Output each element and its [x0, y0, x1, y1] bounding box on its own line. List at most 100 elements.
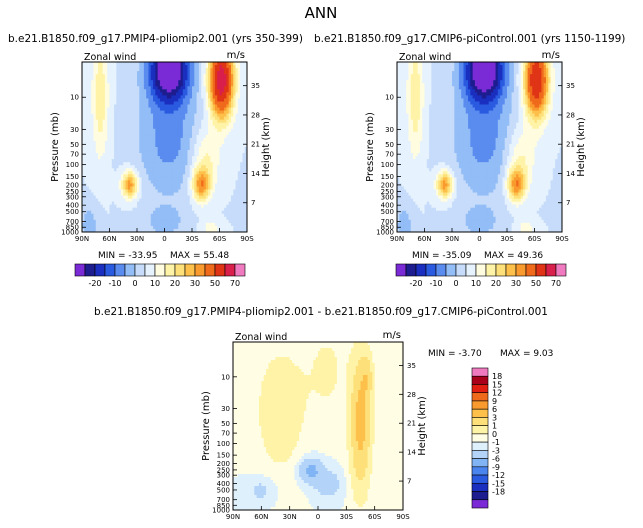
panel1-contour-cell	[95, 153, 99, 157]
panel1-contour-cell	[120, 210, 124, 215]
panel1-contour-cell	[139, 137, 143, 142]
panel1-contour-cell	[150, 177, 154, 181]
panel1-contour-cell	[237, 228, 241, 233]
panel1-contour-cell	[127, 168, 131, 172]
panel2-contour-cell	[552, 68, 556, 72]
panel1-contour-cell	[127, 95, 131, 99]
panel1-contour-cell	[116, 68, 120, 72]
panel2-contour-cell	[410, 65, 414, 69]
panel1-contour-cell	[175, 207, 179, 212]
panel1-contour-cell	[114, 192, 117, 197]
panel1-contour-cell	[132, 83, 136, 87]
panel2-contour-cell	[543, 71, 547, 75]
panel1-contour-cell	[178, 150, 182, 154]
panel1-contour-cell	[237, 89, 241, 93]
panel1-contour-cell	[224, 219, 227, 224]
panel1-contour-cell	[228, 116, 232, 121]
panel2-contour-cell	[479, 65, 483, 69]
panel1-contour-cell	[217, 113, 220, 118]
panel1-contour-cell	[180, 192, 184, 197]
panel1-contour-cell	[102, 131, 106, 136]
panel2-contour-cell	[445, 68, 448, 72]
panel1-contour-cell	[107, 177, 110, 181]
panel1-contour-cell	[164, 147, 168, 151]
panel1-contour-cell	[237, 134, 241, 139]
panel1-contour-cell	[137, 89, 140, 93]
panel1-contour-cell	[228, 183, 232, 187]
panel2-contour-cell	[507, 95, 510, 99]
panel1-contour-cell	[217, 213, 220, 218]
panel1-contour-cell	[84, 80, 88, 84]
panel1-contour-cell	[111, 107, 115, 112]
panel1-contour-cell	[242, 216, 246, 221]
panel1-contour-cell	[169, 168, 172, 172]
panel1-contour-cell	[189, 165, 193, 169]
panel1-contour-cell	[178, 140, 182, 145]
panel1-contour-cell	[162, 225, 165, 230]
panel1-contour-cell	[240, 213, 243, 218]
panel1-contour-cell	[203, 62, 207, 66]
panel1-contour-cell	[104, 137, 108, 142]
panel2-contour-cell	[557, 65, 561, 69]
panel1-contour-cell	[162, 174, 165, 178]
panel1-contour-cell	[82, 77, 85, 81]
panel2-contour-cell	[417, 77, 421, 81]
panel1-contour-cell	[109, 150, 113, 154]
panel1-contour-cell	[157, 122, 161, 127]
panel1-contour-cell	[201, 147, 204, 151]
panel1-contour-cell	[180, 219, 184, 224]
panel1-contour-cell	[173, 104, 177, 109]
panel1-contour-cell	[107, 74, 110, 78]
panel1-contour-cell	[182, 222, 186, 227]
panel1-contour-cell	[120, 62, 124, 66]
panel1-contour-cell	[95, 62, 99, 66]
panel1-contour-cell	[217, 174, 220, 178]
panel1-contour-cell	[242, 210, 246, 215]
panel1-contour-cell	[159, 195, 163, 200]
panel1-contour-cell	[201, 162, 204, 166]
panel1-contour-cell	[125, 216, 129, 221]
panel1-contour-cell	[208, 77, 211, 81]
panel1-contour-cell	[134, 95, 138, 99]
panel1-contour-cell	[182, 113, 186, 118]
panel1-contour-cell	[107, 192, 110, 197]
panel1-contour-cell	[212, 180, 216, 184]
panel1-contour-cell	[102, 140, 106, 145]
panel2-contour-cell	[442, 74, 446, 78]
panel1-contour-cell	[100, 110, 104, 115]
panel2-contour-cell	[417, 62, 421, 66]
panel1-contour-cell	[130, 204, 133, 209]
panel1-contour-cell	[228, 177, 232, 181]
panel1-contour-cell	[123, 198, 127, 203]
panel1-contour-cell	[111, 92, 115, 96]
panel1-contour-cell	[214, 150, 218, 154]
panel1-contour-cell	[237, 177, 241, 181]
panel2-contour-cell	[458, 83, 462, 87]
panel1-contour-cell	[205, 198, 209, 203]
panel2-contour-cell	[486, 62, 490, 66]
panel1-contour-cell	[120, 101, 124, 105]
panel1-contour-cell	[159, 189, 163, 194]
panel1-contour-cell	[226, 134, 230, 139]
panel1-contour-cell	[164, 192, 168, 197]
panel2-contour-cell	[399, 62, 403, 66]
panel1-contour-cell	[173, 125, 177, 130]
panel1-contour-cell	[82, 177, 85, 181]
panel1-contour-cell	[205, 162, 209, 166]
panel1-contour-cell	[159, 86, 163, 90]
panel2-contour-cell	[543, 62, 547, 66]
panel1-contour-cell	[173, 77, 177, 81]
panel2-contour-cell	[493, 62, 497, 66]
panel1-contour-cell	[175, 119, 179, 124]
panel2-contour-cell	[557, 74, 561, 78]
panel1-contour-cell	[233, 177, 237, 181]
panel2-contour-cell	[415, 65, 419, 69]
panel1-contour-cell	[240, 134, 243, 139]
panel1-contour-cell	[196, 195, 200, 200]
panel1-contour-cell	[162, 195, 165, 200]
panel1-contour-cell	[178, 201, 182, 206]
panel2-contour-cell	[472, 62, 476, 66]
panel1-contour-cell	[100, 104, 104, 109]
panel1-contour-cell	[116, 134, 120, 139]
panel2-contour-cell	[461, 92, 464, 96]
